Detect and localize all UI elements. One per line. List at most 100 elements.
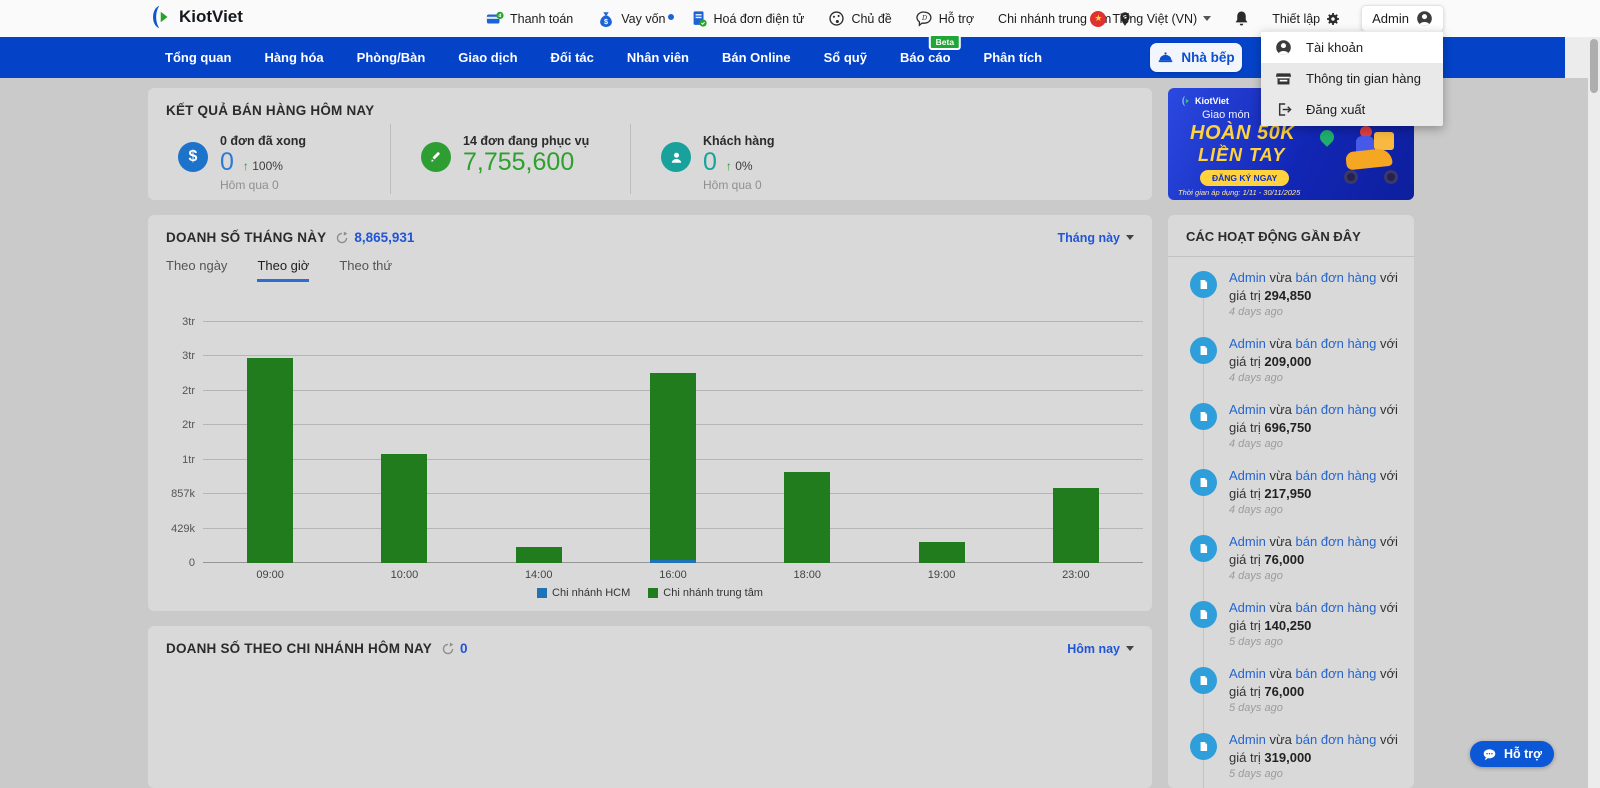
up-arrow-icon: ↑ — [726, 159, 732, 173]
stat-serving-orders: 14 đơn đang phục vụ 7,755,600 — [390, 124, 630, 194]
bar-segment — [516, 547, 562, 563]
activity-value: 294,850 — [1264, 288, 1311, 303]
activity-item: Admin vừa bán đơn hàng với giá trị 76,00… — [1168, 533, 1414, 599]
menu-item-logout[interactable]: Đăng xuất — [1261, 94, 1443, 125]
activity-text: Admin vừa bán đơn hàng với giá trị 209,0… — [1229, 335, 1411, 371]
activity-user-link[interactable]: Admin — [1229, 402, 1266, 417]
nav-item[interactable]: Bán Online — [722, 50, 791, 65]
topbar-item-label: Thanh toán — [510, 12, 573, 26]
money-bag-icon: $ — [597, 10, 615, 28]
banner-line1: Giao món — [1202, 109, 1250, 121]
activity-item: Admin vừa bán đơn hàng với giá trị 140,2… — [1168, 599, 1414, 665]
menu-item-account[interactable]: Tài khoản — [1261, 32, 1443, 63]
sales-today-stats: $ 0 đơn đã xong 0 ↑ 100% Hôm qua 0 14 đơ… — [148, 124, 1152, 194]
bar-14:00 — [516, 547, 562, 563]
nav-item[interactable]: Hàng hóa — [264, 50, 323, 65]
x-tick-label: 19:00 — [874, 569, 1008, 581]
activity-order-link[interactable]: bán đơn hàng — [1296, 270, 1377, 285]
vietnam-flag-icon: ★ — [1090, 11, 1106, 27]
menu-item-label: Tài khoản — [1306, 40, 1363, 55]
stat-delta: ↑ 100% — [243, 159, 283, 173]
language-selector[interactable]: ★ Tiếng Việt (VN) — [1090, 11, 1211, 27]
gear-icon — [1326, 12, 1340, 26]
nav-item[interactable]: Đối tác — [551, 50, 594, 65]
menu-item-store-info[interactable]: Thông tin gian hàng — [1261, 63, 1443, 94]
nav-item[interactable]: Tổng quan — [165, 50, 231, 65]
branch-range-select[interactable]: Hôm nay — [1067, 642, 1134, 656]
stat-customers: Khách hàng 0 ↑ 0% Hôm qua 0 — [630, 124, 1152, 194]
activity-user-link[interactable]: Admin — [1229, 534, 1266, 549]
activity-order-link[interactable]: bán đơn hàng — [1296, 732, 1377, 747]
activity-item: Admin vừa bán đơn hàng với giá trị 319,0… — [1168, 731, 1414, 788]
y-tick-label: 3tr — [182, 350, 195, 362]
activity-order-link[interactable]: bán đơn hàng — [1296, 468, 1377, 483]
recent-activities-card: CÁC HOẠT ĐỘNG GẦN ĐÂY Admin vừa bán đơn … — [1168, 215, 1414, 788]
nav-item[interactable]: Phân tích — [984, 50, 1043, 65]
chart-tab[interactable]: Theo giờ — [257, 258, 309, 282]
month-range-select[interactable]: Tháng này — [1057, 231, 1134, 245]
topbar-item-support[interactable]: D Hỗ trợ Beta — [916, 10, 974, 27]
theme-palette-icon — [828, 10, 845, 27]
bar-segment — [784, 472, 830, 563]
nav-item[interactable]: Nhân viên — [627, 50, 689, 65]
stat-completed-orders: $ 0 đơn đã xong 0 ↑ 100% Hôm qua 0 — [148, 124, 390, 194]
activity-user-link[interactable]: Admin — [1229, 270, 1266, 285]
bar-23:00 — [1053, 488, 1099, 564]
activity-time: 4 days ago — [1229, 438, 1411, 450]
beta-badge: Beta — [929, 34, 961, 50]
activity-time: 5 days ago — [1229, 636, 1411, 648]
branch-sales-total: 0 — [460, 641, 468, 656]
invoice-doc-icon — [1190, 535, 1217, 562]
nav-item[interactable]: Báo cáo — [900, 50, 951, 65]
activity-order-link[interactable]: bán đơn hàng — [1296, 534, 1377, 549]
refresh-icon[interactable] — [441, 642, 455, 656]
topbar-item-label: Vay vốn — [621, 12, 665, 26]
stat-value: 0 — [220, 148, 234, 177]
user-menu-button[interactable]: Admin — [1362, 6, 1443, 31]
settings-button[interactable]: Thiết lập — [1272, 12, 1340, 26]
legend-item: Chi nhánh HCM — [537, 587, 630, 599]
nav-item[interactable]: Giao dịch — [458, 50, 517, 65]
bar-segment — [919, 542, 965, 563]
x-tick-label: 23:00 — [1009, 569, 1143, 581]
activity-user-link[interactable]: Admin — [1229, 336, 1266, 351]
activity-item: Admin vừa bán đơn hàng với giá trị 294,8… — [1168, 269, 1414, 335]
refresh-icon[interactable] — [335, 231, 349, 245]
invoice-doc-icon — [1190, 733, 1217, 760]
activity-user-link[interactable]: Admin — [1229, 600, 1266, 615]
notifications-bell[interactable] — [1233, 10, 1250, 27]
topbar-item-theme[interactable]: Chủ đề — [828, 10, 891, 27]
stat-value: 7,755,600 — [463, 148, 574, 177]
topbar-item-loan[interactable]: $ Vay vốn — [597, 10, 665, 28]
y-tick-label: 2tr — [182, 385, 195, 397]
topbar-item-einvoice[interactable]: Hoá đơn điện tử — [690, 10, 805, 28]
kiotviet-logo[interactable]: KiotViet — [148, 4, 243, 30]
activity-value: 217,950 — [1264, 486, 1311, 501]
activity-time: 4 days ago — [1229, 504, 1411, 516]
nav-item[interactable]: Sổ quỹ — [824, 50, 867, 65]
nav-item[interactable]: Phòng/Bàn — [357, 50, 426, 65]
x-tick-label: 14:00 — [472, 569, 606, 581]
activity-user-link[interactable]: Admin — [1229, 732, 1266, 747]
activity-order-link[interactable]: bán đơn hàng — [1296, 402, 1377, 417]
support-fab-button[interactable]: Hỗ trợ — [1470, 741, 1554, 767]
invoice-doc-icon — [1190, 601, 1217, 628]
banner-cta-button[interactable]: ĐĂNG KÝ NGAY — [1200, 170, 1289, 186]
x-tick-label: 10:00 — [337, 569, 471, 581]
bar-segment — [1053, 488, 1099, 564]
activity-order-link[interactable]: bán đơn hàng — [1296, 666, 1377, 681]
chart-tab[interactable]: Theo thứ — [339, 258, 392, 282]
scrollbar-thumb[interactable] — [1590, 39, 1598, 93]
topbar-item-payment[interactable]: đ Thanh toán — [486, 10, 573, 28]
invoice-doc-icon — [1190, 667, 1217, 694]
activity-order-link[interactable]: bán đơn hàng — [1296, 600, 1377, 615]
activity-user-link[interactable]: Admin — [1229, 666, 1266, 681]
vertical-scrollbar[interactable] — [1588, 37, 1600, 788]
brand-name: KiotViet — [179, 7, 243, 27]
topbar-item-label: Hỗ trợ — [939, 12, 974, 26]
chart-tabs: Theo ngày Theo giờ Theo thứ — [148, 245, 1152, 282]
activity-order-link[interactable]: bán đơn hàng — [1296, 336, 1377, 351]
chart-tab[interactable]: Theo ngày — [166, 258, 227, 282]
activity-user-link[interactable]: Admin — [1229, 468, 1266, 483]
kitchen-button[interactable]: Nhà bếp — [1150, 43, 1242, 72]
